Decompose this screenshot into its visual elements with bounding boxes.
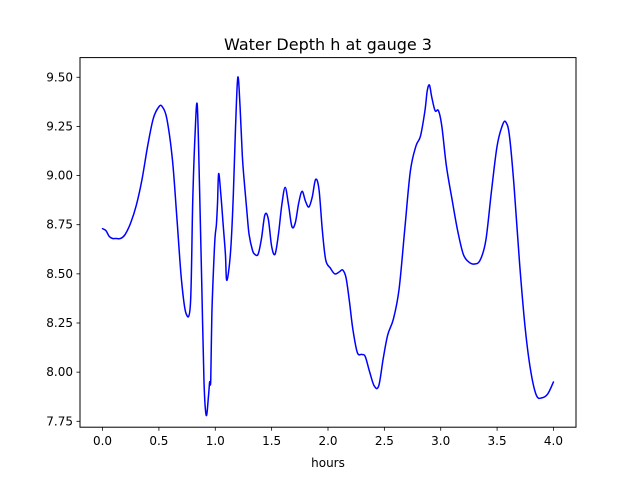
x-tick-label: 0.0 xyxy=(93,434,112,448)
y-tick-label: 9.25 xyxy=(46,119,73,133)
y-tick-label: 9.50 xyxy=(46,70,73,84)
y-axis-ticks: 7.75 8.00 8.25 8.50 8.75 9.00 9.25 9.50 xyxy=(46,70,80,428)
y-tick-label: 9.00 xyxy=(46,169,73,183)
x-tick-label: 2.0 xyxy=(318,434,337,448)
x-tick-label: 0.5 xyxy=(149,434,168,448)
y-tick-label: 7.75 xyxy=(46,414,73,428)
x-tick-label: 4.0 xyxy=(544,434,563,448)
y-tick-label: 8.50 xyxy=(46,267,73,281)
x-axis-label: hours xyxy=(311,456,345,470)
x-tick-label: 2.5 xyxy=(375,434,394,448)
y-tick-label: 8.75 xyxy=(46,218,73,232)
series-line-0 xyxy=(101,76,555,417)
y-tick-label: 8.00 xyxy=(46,365,73,379)
x-tick-label: 1.5 xyxy=(262,434,281,448)
x-axis-ticks: 0.0 0.5 1.0 1.5 2.0 2.5 3.0 3.5 4.0 xyxy=(93,427,563,448)
x-tick-label: 3.5 xyxy=(488,434,507,448)
x-tick-label: 1.0 xyxy=(206,434,225,448)
plot-series-group xyxy=(101,76,555,417)
x-tick-label: 3.0 xyxy=(431,434,450,448)
chart-title: Water Depth h at gauge 3 xyxy=(224,35,432,54)
y-tick-label: 8.25 xyxy=(46,316,73,330)
